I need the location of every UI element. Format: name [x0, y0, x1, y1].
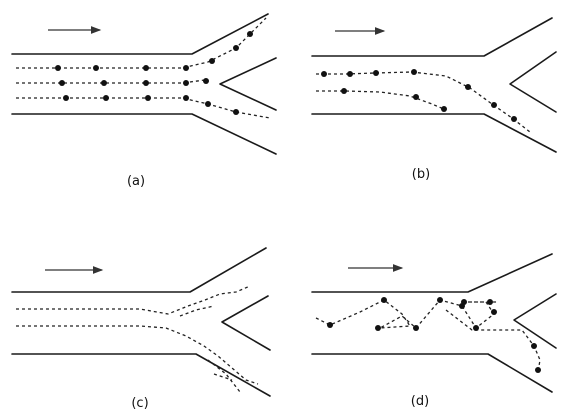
panel-label-a: (a): [127, 174, 145, 189]
channel-top-wall: [11, 13, 269, 55]
particle-trajectory: [445, 309, 541, 373]
branch-divider: [513, 293, 557, 349]
particle-trajectory: [316, 71, 531, 133]
panel-d: (d): [311, 253, 557, 409]
channel-top-wall: [11, 247, 267, 293]
panel-b: (b): [311, 17, 557, 182]
particle-trajectory: [315, 299, 498, 329]
particle-trajectory: [16, 79, 206, 84]
particle-trajectory: [16, 17, 267, 69]
panel-label-c: (c): [131, 396, 148, 411]
branch-divider: [219, 57, 277, 111]
channel-top-wall: [311, 253, 553, 293]
particle-trajectory: [16, 97, 271, 119]
particle-trajectory: [316, 90, 447, 111]
particles: [327, 297, 541, 373]
panel-label-b: (b): [412, 167, 430, 182]
branch-divider: [509, 51, 557, 113]
panel-label-d: (d): [411, 394, 429, 409]
particle-trajectory: [213, 373, 233, 381]
particle-trajectory: [16, 285, 251, 315]
channel-bottom-wall: [311, 113, 557, 153]
branch-divider: [221, 295, 271, 351]
particle-trajectory: [207, 359, 241, 393]
panel-a: (a): [11, 13, 277, 189]
channel-bottom-wall: [11, 113, 277, 155]
particle-trajectory: [16, 325, 259, 385]
channel-top-wall: [311, 17, 553, 57]
panel-c: (c): [11, 247, 271, 411]
channel-bottom-wall: [311, 353, 553, 393]
channel-bottom-wall: [11, 353, 271, 397]
particles: [321, 69, 517, 122]
particles: [55, 31, 253, 115]
